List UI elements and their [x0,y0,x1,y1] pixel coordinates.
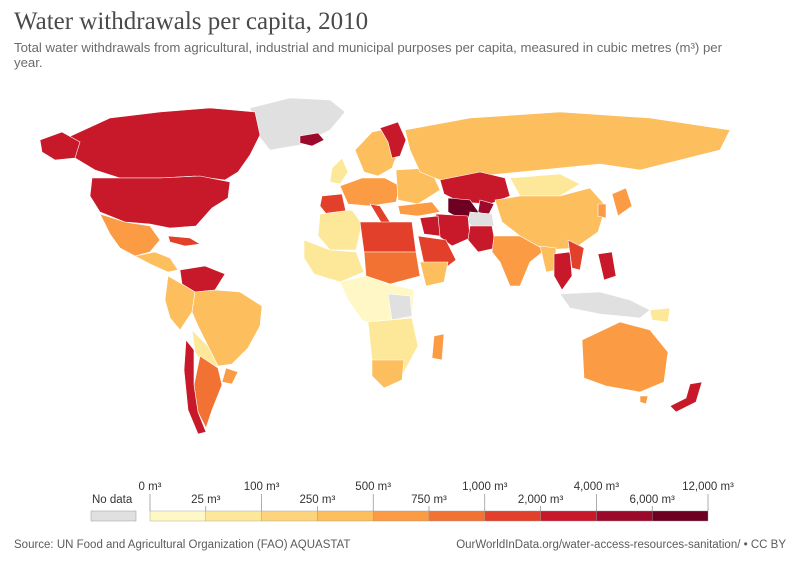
region-thailand[interactable] [553,251,573,291]
region-uruguay[interactable] [221,367,239,385]
legend-tick-label-4: 500 m³ [355,481,391,493]
region-west-africa[interactable] [303,239,365,283]
legend-bin-6 [484,510,541,522]
legend-tick-label-1: 25 m³ [191,494,221,506]
page-title: Water withdrawals per capita, 2010 [14,8,369,35]
region-chile[interactable] [183,339,207,435]
legend-bin-4 [373,510,430,522]
region-finland[interactable] [379,121,407,159]
region-turkey[interactable] [397,201,441,217]
legend-tick-label-6: 1,000 m³ [462,481,508,493]
legend-bin-0 [149,510,206,522]
region-mexico[interactable] [99,213,161,257]
legend-tick-label-7: 2,000 m³ [518,494,564,506]
legend-tick-label-0: 0 m³ [139,481,162,493]
region-italy[interactable] [369,203,391,225]
legend-tick-label-2: 100 m³ [244,481,280,493]
legend-bin-2 [261,510,318,522]
region-uk[interactable] [329,157,349,185]
region-russia[interactable] [404,111,731,181]
region-central-america[interactable] [134,251,179,273]
region-sudan-chad[interactable] [363,251,421,285]
legend-bin-9 [652,510,709,522]
region-philippines[interactable] [597,251,617,281]
legend-bin-7 [540,510,597,522]
legend-tick-label-10: 12,000 m³ [682,481,734,493]
legend-bin-1 [205,510,262,522]
region-korea[interactable] [597,203,607,219]
license-label: • CC BY [740,539,786,551]
region-pakistan[interactable] [467,225,497,253]
region-cuba[interactable] [167,235,201,247]
region-iceland[interactable] [299,132,325,147]
footer-attribution: OurWorldInData.org/water-access-resource… [456,539,786,551]
region-morocco-algeria[interactable] [317,209,363,251]
region-canada[interactable] [61,107,261,181]
region-vietnam-laos[interactable] [567,239,585,271]
source-link[interactable]: OurWorldInData.org/water-access-resource… [456,539,741,551]
region-india[interactable] [491,235,546,287]
legend-tick-label-8: 4,000 m³ [574,481,620,493]
legend-tick-label-5: 750 m³ [411,494,447,506]
region-south-africa[interactable] [371,359,405,389]
legend-tick-label-9: 6,000 m³ [630,494,676,506]
legend-no-data-swatch [90,510,137,522]
region-libya-egypt[interactable] [359,221,417,253]
region-colombia-peru[interactable] [164,275,196,331]
region-western-europe[interactable] [339,177,401,207]
legend-color-scale: 0 m³ 25 m³ 100 m³ 250 m³ 500 m³ 750 m³ 1,000 m… [139,481,734,522]
region-japan[interactable] [611,187,633,217]
legend-bin-3 [317,510,374,522]
region-madagascar[interactable] [431,333,445,361]
region-indonesia[interactable] [559,291,651,319]
source-note: Source: UN Food and Agricultural Organiz… [14,539,351,551]
region-horn-of-africa[interactable] [419,261,449,287]
legend-bin-5 [428,510,485,522]
page-subtitle: Total water withdrawals from agricultura… [14,40,723,70]
region-china[interactable] [494,187,607,251]
region-australia[interactable] [581,321,669,393]
region-mongolia[interactable] [509,173,581,197]
legend-bin-8 [596,510,653,522]
region-bangladesh-myanmar[interactable] [539,245,557,273]
legend-tick-label-3: 250 m³ [300,494,336,506]
region-greenland[interactable] [249,97,346,151]
region-usa[interactable] [89,175,231,229]
region-iraq[interactable] [419,215,441,237]
legend: No data 0 m³ 25 m³ 100 m³ 250 m³ 500 m³ 750 m… [90,481,734,522]
region-tasmania[interactable] [639,395,649,405]
region-new-zealand[interactable] [669,381,703,413]
region-congo-nodata[interactable] [387,293,413,321]
region-png[interactable] [649,307,671,323]
region-alaska[interactable] [39,131,81,161]
legend-no-data-label: No data [92,494,133,506]
region-brazil[interactable] [191,289,263,367]
